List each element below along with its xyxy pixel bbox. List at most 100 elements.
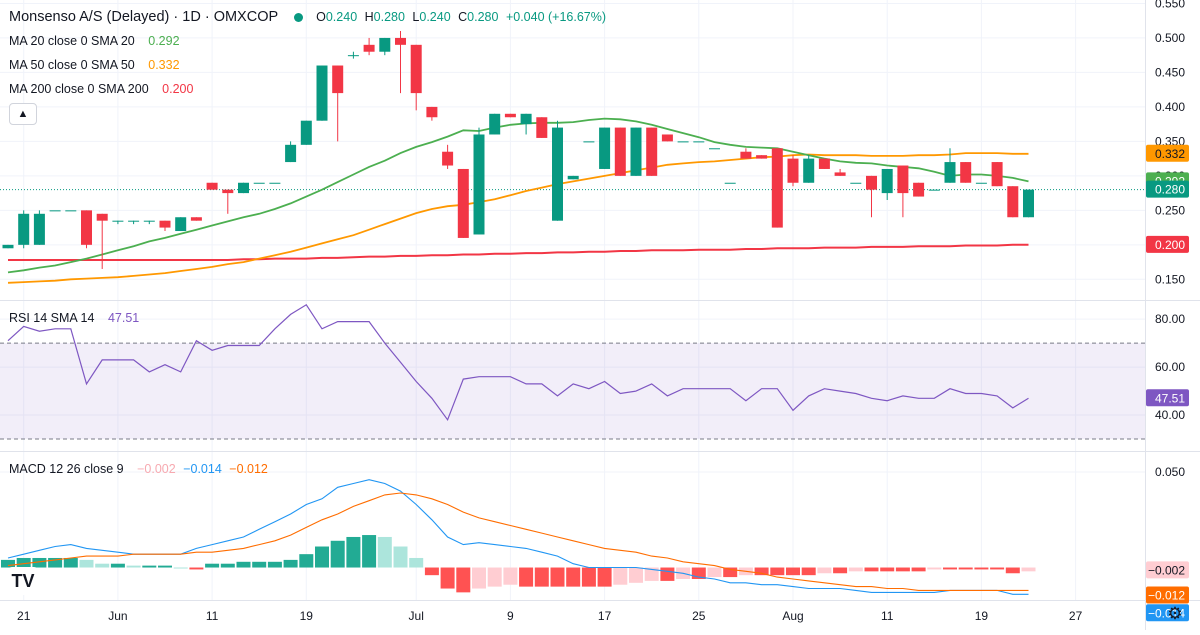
time-tick-label: 11 [881, 609, 894, 623]
time-tick-label: 11 [206, 609, 219, 623]
close-label: C [458, 10, 468, 24]
candle-body [834, 172, 846, 176]
candle-body [928, 189, 940, 191]
candle [18, 210, 30, 249]
ma50-price-tag: 0.332 [1146, 144, 1189, 162]
ma50-legend[interactable]: MA 50 close 0 SMA 50 0.332 [9, 58, 184, 72]
candle [81, 210, 92, 249]
candle-body [489, 113, 501, 135]
macd-line-value: −0.014 [183, 462, 222, 476]
rsi-legend[interactable]: RSI 14 SMA 14 47.51 [9, 311, 143, 325]
candle-body [818, 158, 830, 169]
macd-line-tag-bg [1146, 604, 1189, 622]
macd-hist-bar [566, 567, 581, 587]
macd-hist-bar [1005, 567, 1020, 574]
candle [818, 158, 830, 169]
macd-legend[interactable]: MACD 12 26 close 9 −0.002 −0.014 −0.012 [9, 462, 272, 476]
candle-body [897, 165, 909, 194]
candle-body [65, 210, 77, 212]
macd-hist-bar [644, 567, 659, 581]
macd-hist-bar [927, 567, 942, 570]
candle-body [803, 158, 815, 183]
macd-hist-tag: −0.002 [1146, 561, 1189, 579]
symbol-title[interactable]: Monsenso A/S (Delayed) · 1D · OMXCOP [9, 9, 279, 25]
candle-body [850, 182, 862, 184]
candle-body [395, 37, 406, 45]
macd-hist-bar [487, 567, 502, 587]
candle [300, 120, 312, 145]
time-tick-label: Jun [108, 609, 127, 623]
time-tick-label: 9 [507, 609, 514, 623]
macd-hist-bar [126, 565, 141, 568]
candle [285, 141, 297, 163]
macd-hist-bar [110, 563, 125, 568]
candle-body [410, 44, 422, 94]
candle [724, 182, 736, 184]
candle [112, 220, 124, 225]
macd-hist-bar [770, 567, 785, 576]
candle [395, 31, 406, 94]
macd-hist-bar [911, 567, 926, 572]
candle [363, 37, 375, 56]
ma200-line [8, 243, 1029, 261]
rsi-value-tag: 47.51 [1146, 389, 1189, 407]
macd-hist-bar [283, 559, 298, 568]
candle [442, 144, 454, 169]
ma20-legend[interactable]: MA 20 close 0 SMA 20 0.292 [9, 34, 184, 48]
macd-hist-bar [79, 559, 94, 568]
rsi-legend-value: 47.51 [107, 311, 140, 325]
last-price-tag-text: 0.280 [1155, 183, 1185, 197]
tradingview-logo[interactable]: TV [8, 567, 38, 595]
macd-hist-bar [503, 567, 518, 585]
macd-hist-bar [189, 567, 204, 570]
macd-hist-bar [943, 567, 957, 570]
chevron-up-icon: ▲ [17, 108, 29, 120]
candle [583, 141, 595, 143]
candle [756, 155, 768, 159]
macd-hist-bar [424, 567, 439, 576]
candle-body [316, 65, 328, 121]
macd-hist-bar [63, 557, 78, 568]
macd-hist-bar [95, 563, 110, 568]
candle [316, 65, 328, 121]
gear-icon[interactable]: ⚙ [1167, 604, 1183, 623]
macd-hist-bar [519, 567, 534, 587]
candle [347, 51, 359, 59]
macd-hist-bar [629, 567, 643, 583]
candle-body [49, 210, 61, 212]
macd-hist-bar [833, 567, 848, 574]
candle [520, 113, 532, 135]
collapse-legend-button[interactable]: ▲ [9, 103, 37, 125]
candle [567, 175, 579, 180]
candle [253, 182, 265, 184]
macd-hist-bar [1, 559, 15, 568]
candle [614, 127, 626, 176]
candle-body [991, 162, 1003, 187]
symbol-legend: Monsenso A/S (Delayed) · 1D · OMXCOP O0.… [9, 9, 610, 25]
macd-hist-bar [1021, 567, 1036, 572]
candle-body [363, 44, 375, 52]
candle-body [473, 134, 485, 235]
ma200-price-tag-text: 0.200 [1155, 238, 1185, 252]
high-label: H [364, 10, 374, 24]
candle [787, 155, 799, 187]
rsi-tick-label: 40.00 [1155, 408, 1185, 422]
candle-body [709, 148, 720, 150]
macd-hist-bar [472, 567, 486, 589]
candle [269, 182, 281, 184]
candle-body [614, 127, 626, 176]
time-tick-label: 25 [692, 609, 706, 623]
candle [850, 182, 862, 184]
macd-hist-bar [409, 557, 424, 568]
candle-body [300, 120, 312, 145]
macd-hist-bar [550, 567, 565, 587]
macd-line-tag-text: −0.014 [1148, 606, 1185, 620]
candle [866, 175, 877, 218]
candle-body [206, 182, 218, 190]
candle-body [677, 141, 689, 143]
candle-body [504, 113, 516, 118]
market-status-dot [293, 13, 303, 23]
ma200-legend[interactable]: MA 200 close 0 SMA 200 0.200 [9, 82, 197, 96]
macd-hist-tag-text: −0.002 [1148, 563, 1185, 577]
